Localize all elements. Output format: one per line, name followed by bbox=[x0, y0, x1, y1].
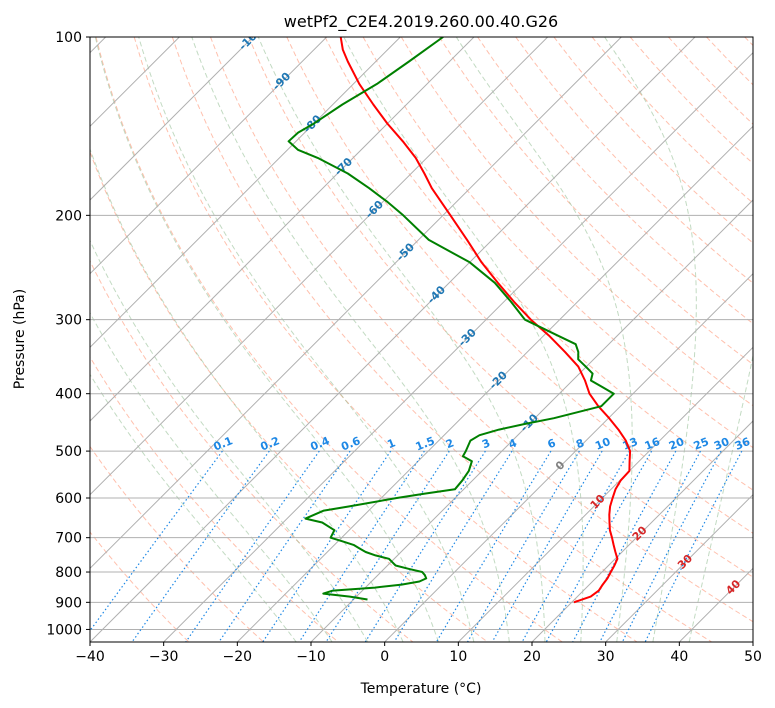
mixing-ratio-line bbox=[572, 450, 677, 642]
dry-adiabat bbox=[90, 531, 190, 642]
chart-title: wetPf2_C2E4.2019.260.00.40.G26 bbox=[284, 12, 558, 32]
dry-adiabat bbox=[133, 37, 638, 642]
y-tick-label: 100 bbox=[55, 30, 82, 46]
sounding-profiles bbox=[287, 37, 632, 604]
dewpoint-profile bbox=[287, 37, 615, 601]
dry-adiabat bbox=[286, 37, 753, 534]
isotherm bbox=[605, 493, 753, 642]
mixing-ratio-lines bbox=[90, 450, 743, 642]
y-tick-label: 900 bbox=[55, 595, 82, 611]
dry-adiabat bbox=[210, 37, 753, 623]
mixing-ratio-line bbox=[90, 450, 223, 632]
moist-adiabats bbox=[90, 37, 753, 642]
x-tick-label: −10 bbox=[296, 649, 326, 665]
isotherm bbox=[310, 199, 753, 642]
dry-adiabats bbox=[90, 37, 753, 642]
y-axis: 100 200 300 400 500 600 700 800 900 1000 bbox=[46, 30, 90, 638]
mixing-ratio-line bbox=[599, 450, 702, 642]
moist-adiabat bbox=[90, 311, 333, 642]
moist-adiabat bbox=[257, 37, 546, 642]
mixing-ratio-label: 3 bbox=[480, 436, 492, 451]
moist-adiabat bbox=[90, 373, 297, 642]
isotherm bbox=[90, 37, 254, 201]
mixing-ratio-label: 16 bbox=[643, 435, 662, 453]
mixing-ratio-label: 8 bbox=[574, 436, 586, 451]
mixing-ratio-line bbox=[521, 450, 631, 642]
dry-adiabat bbox=[90, 150, 488, 642]
isotherm bbox=[236, 125, 753, 642]
x-tick-label: 40 bbox=[670, 649, 688, 665]
isobar-grid bbox=[90, 37, 753, 630]
mixing-ratio-line bbox=[262, 450, 392, 642]
mixing-ratio-label: 36 bbox=[733, 435, 752, 453]
mixing-ratio-label: 30 bbox=[712, 435, 731, 453]
y-tick-label: 1000 bbox=[46, 622, 82, 638]
isotherm bbox=[457, 346, 753, 642]
mixing-ratio-label: 2 bbox=[444, 436, 456, 451]
isotherm bbox=[90, 37, 328, 275]
mixing-ratio-line bbox=[218, 450, 351, 642]
dry-adiabat bbox=[90, 259, 414, 642]
isotherm bbox=[531, 420, 753, 642]
y-tick-label: 500 bbox=[55, 444, 82, 460]
isotherm bbox=[90, 37, 622, 570]
dry-adiabat bbox=[324, 37, 753, 491]
moist-adiabat bbox=[138, 37, 475, 642]
dry-adiabat bbox=[248, 37, 753, 578]
mixing-ratio-line bbox=[298, 450, 425, 642]
isotherm bbox=[90, 37, 401, 349]
x-tick-label: −20 bbox=[223, 649, 253, 665]
y-tick-label: 200 bbox=[55, 208, 82, 224]
dry-adiabat bbox=[477, 37, 753, 325]
x-axis-label: Temperature (°C) bbox=[360, 681, 482, 697]
mixing-ratio-line bbox=[491, 450, 603, 642]
moist-adiabat bbox=[604, 37, 697, 642]
isotherm bbox=[163, 51, 753, 642]
mixing-ratio-label: 20 bbox=[667, 435, 686, 453]
y-tick-label: 600 bbox=[55, 491, 82, 507]
plot-frame bbox=[89, 36, 754, 643]
mixing-ratio-line bbox=[644, 450, 743, 642]
y-tick-label: 400 bbox=[55, 387, 82, 403]
x-tick-label: 30 bbox=[597, 649, 615, 665]
dry-adiabat bbox=[90, 445, 264, 642]
dry-adiabat bbox=[362, 37, 753, 449]
isotherm bbox=[90, 37, 549, 496]
dry-adiabat bbox=[171, 37, 712, 642]
dry-adiabat bbox=[438, 37, 753, 366]
moist-adiabat bbox=[90, 147, 404, 642]
mixing-ratio-line bbox=[393, 450, 513, 642]
moist-adiabat bbox=[94, 37, 439, 642]
x-tick-label: 50 bbox=[744, 649, 762, 665]
x-tick-label: −30 bbox=[149, 649, 179, 665]
mixing-ratio-line bbox=[545, 450, 653, 642]
y-axis-label: Pressure (hPa) bbox=[12, 289, 28, 389]
x-tick-label: 20 bbox=[523, 649, 541, 665]
isotherm bbox=[90, 37, 696, 642]
isotherm bbox=[384, 272, 753, 642]
dry-adiabat bbox=[95, 37, 563, 642]
dry-adiabat bbox=[90, 356, 339, 642]
dry-adiabat bbox=[400, 37, 753, 407]
mixing-ratio-line bbox=[621, 450, 722, 642]
mixing-ratio-label: 25 bbox=[692, 435, 711, 453]
mixing-ratio-label: 1 bbox=[385, 436, 397, 451]
moist-adiabat bbox=[191, 37, 510, 642]
moist-adiabat bbox=[90, 239, 369, 642]
isotherm-grid bbox=[90, 37, 753, 642]
x-axis: −40 −30 −20 −10 0 10 20 30 40 50 bbox=[75, 642, 762, 665]
moist-adiabat bbox=[688, 353, 753, 642]
x-tick-label: 10 bbox=[449, 649, 467, 665]
isotherm bbox=[90, 37, 475, 422]
dry-adiabat bbox=[515, 37, 753, 284]
y-tick-label: 800 bbox=[55, 565, 82, 581]
y-tick-label: 300 bbox=[55, 313, 82, 329]
temperature-profile bbox=[339, 37, 632, 604]
mixing-ratio-line bbox=[185, 450, 320, 642]
mixing-ratio-label: 10 bbox=[593, 435, 612, 453]
x-tick-label: 0 bbox=[380, 649, 389, 665]
y-tick-label: 700 bbox=[55, 531, 82, 547]
x-tick-label: −40 bbox=[75, 649, 105, 665]
